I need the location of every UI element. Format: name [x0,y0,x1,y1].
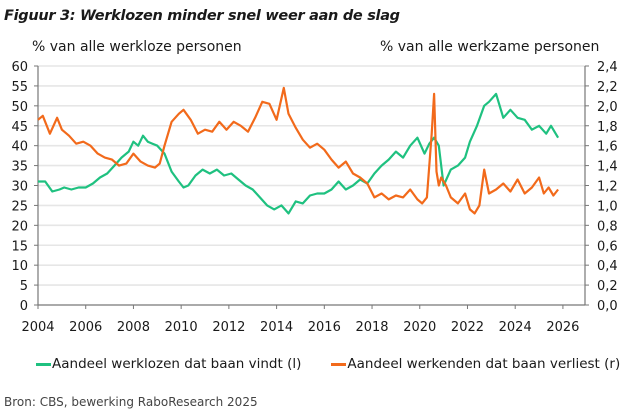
y-tick-label-left: 45 [11,120,28,135]
x-tick-label: 2004 [21,320,54,335]
left-axis-label: % van alle werkloze personen [32,39,242,55]
legend-swatch-orange [331,362,347,366]
y-tick-label-left: 0 [20,299,28,314]
y-tick-label-left: 55 [11,80,28,95]
series-lines [37,86,560,215]
source-note: Bron: CBS, bewerking RaboResearch 2025 [4,395,258,409]
tick-labels: 0 5 10 15 20 25 30 35 40 45 50 55 60 0,0 0,2 0,4 0,6 0,8 1… [11,60,617,335]
gridlines [38,65,585,286]
x-tick-label: 2010 [165,320,198,335]
legend-label: Aandeel werklozen dat baan vindt (l) [52,356,302,372]
series-line-werklozen-vindt-baan [38,92,560,215]
y-tick-label-left: 35 [11,160,28,175]
y-tick-label-right: 1,4 [597,160,618,175]
y-tick-label-right: 1,8 [597,120,618,135]
right-axis-label: % van alle werkzame personen [380,39,600,55]
y-tick-label-right: 2,0 [597,100,618,115]
x-tick-label: 2014 [260,320,293,335]
y-tick-label-right: 0,6 [597,239,618,254]
axes [34,65,589,309]
x-tick-label: 2022 [451,320,484,335]
y-tick-label-left: 15 [11,239,28,254]
legend: Aandeel werklozen dat baan vindt (l) Aan… [36,356,620,372]
y-tick-label-left: 10 [11,259,28,274]
y-tick-label-left: 30 [11,180,28,195]
y-tick-label-right: 1,6 [597,140,618,155]
legend-item-orange: Aandeel werkenden dat baan verliest (r) [331,356,620,372]
x-tick-label: 2020 [403,320,436,335]
x-tick-label: 2006 [69,320,102,335]
y-tick-label-left: 5 [20,279,28,294]
y-tick-label-right: 0,8 [597,219,618,234]
x-tick-label: 2012 [212,320,245,335]
y-tick-label-left: 50 [11,100,28,115]
x-tick-label: 2016 [308,320,341,335]
x-tick-label: 2008 [117,320,150,335]
legend-swatch-green [36,362,51,366]
figure-title: Figuur 3: Werklozen minder snel weer aan… [4,8,400,24]
y-tick-label-right: 0,2 [597,279,618,294]
x-tick-label: 2018 [355,320,388,335]
series-line-werkenden-verliest-baan [37,86,559,215]
y-tick-label-right: 2,2 [597,80,618,95]
y-tick-label-left: 40 [11,140,28,155]
y-tick-label-left: 25 [11,199,28,214]
y-tick-label-right: 2,4 [597,60,618,75]
x-tick-label: 2026 [546,320,579,335]
legend-item-green: Aandeel werklozen dat baan vindt (l) [36,356,301,372]
y-tick-label-right: 0,4 [597,259,618,274]
y-tick-label-right: 0,0 [597,299,618,314]
y-tick-label-left: 20 [11,219,28,234]
x-tick-label: 2024 [499,320,532,335]
y-tick-label-left: 60 [11,60,28,75]
y-tick-label-right: 1,0 [597,199,618,214]
legend-label: Aandeel werkenden dat baan verliest (r) [347,356,621,372]
y-tick-label-right: 1,2 [597,180,618,195]
